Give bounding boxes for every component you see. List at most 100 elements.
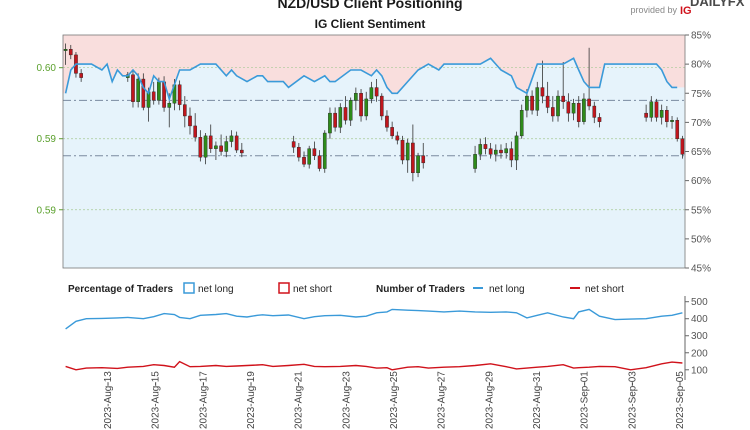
- candle-down: [151, 91, 156, 101]
- brand-wordmark: DAILYFX: [690, 0, 745, 9]
- trader-count-axis: 500 400 300 200 100: [684, 296, 708, 380]
- candle-down: [665, 110, 669, 122]
- date-tick-label: 2023-Aug-17: [198, 371, 209, 429]
- candle-up: [659, 110, 664, 118]
- candle-down: [374, 87, 379, 97]
- candle-up: [354, 93, 358, 101]
- candle-down: [79, 73, 83, 78]
- candle-up: [494, 149, 498, 155]
- candle-down: [592, 105, 597, 118]
- candle-down: [297, 147, 301, 158]
- pct-tick-label: 60%: [691, 176, 711, 187]
- candle-up: [670, 120, 674, 122]
- candle-down: [141, 78, 146, 108]
- candle-down: [509, 148, 514, 161]
- candle-up: [369, 87, 374, 100]
- candle-down: [240, 149, 244, 154]
- net-long-area: [63, 58, 685, 268]
- legend-percentage-title: Percentage of Traders: [68, 284, 173, 295]
- candle-down: [654, 101, 659, 118]
- legend-net-long-swatch: [183, 282, 195, 294]
- candle-up: [328, 112, 332, 134]
- candle-down: [198, 137, 203, 158]
- date-tick-label: 2023-Aug-29: [484, 371, 495, 429]
- legend-net-short-pct: net short: [293, 284, 332, 295]
- trader-count-plot: 500 400 300 200 100: [65, 296, 708, 380]
- candle-down: [597, 117, 602, 122]
- candle-down: [680, 138, 685, 155]
- price-tick-label: 0.59: [37, 134, 57, 145]
- candle-up: [535, 87, 540, 111]
- candle-down: [385, 115, 389, 128]
- candle-down: [411, 142, 415, 174]
- pct-tick-label: 65%: [691, 147, 711, 158]
- candle-down: [421, 155, 426, 164]
- candle-down: [333, 112, 337, 128]
- candle-up: [322, 132, 327, 169]
- date-tick-label: 2023-Sep-05: [675, 371, 686, 429]
- provided-by-text: provided by: [630, 5, 677, 15]
- date-tick-label: 2023-Aug-19: [246, 371, 257, 429]
- candle-down: [540, 87, 545, 97]
- candle-down: [644, 112, 648, 118]
- percentage-axis: 85% 80% 75% 70% 65% 60% 55% 50% 45%: [685, 31, 711, 275]
- candle-down: [234, 135, 239, 151]
- pct-tick-label: 85%: [691, 31, 711, 42]
- candle-down: [561, 95, 565, 102]
- pct-tick-label: 75%: [691, 89, 711, 100]
- net-long-count-line: [65, 308, 683, 330]
- date-tick-label: 2023-Aug-23: [341, 371, 352, 429]
- date-tick-label: 2023-Aug-25: [389, 371, 400, 429]
- candle-down: [587, 98, 591, 107]
- reference-lines: [63, 99, 685, 157]
- legend-net-long-pct: net long: [198, 284, 234, 295]
- candle-up: [649, 101, 654, 118]
- candle-up: [478, 144, 483, 155]
- date-tick-label: 2023-Sep-03: [627, 371, 638, 429]
- candle-up: [157, 81, 161, 101]
- chart-title: NZD/USD Client Positioning: [277, 0, 462, 11]
- candle-down: [183, 104, 187, 117]
- net-long-percentage-line: [64, 57, 678, 102]
- candle-up: [338, 107, 343, 128]
- pct-tick-label: 55%: [691, 205, 711, 216]
- plot-frame: [62, 34, 686, 269]
- price-tick-label: 0.59: [37, 205, 57, 216]
- chart-subtitle: IG Client Sentiment: [315, 17, 426, 31]
- candle-up: [582, 98, 586, 122]
- legend-number-title: Number of Traders: [376, 284, 465, 295]
- pct-tick-label: 70%: [691, 118, 711, 129]
- pct-tick-label: 50%: [691, 234, 711, 245]
- candle-down: [131, 74, 135, 102]
- candle-up: [167, 102, 172, 108]
- candle-down: [359, 93, 363, 117]
- candle-up: [504, 148, 508, 154]
- candle-down: [576, 102, 581, 122]
- candle-up: [416, 155, 420, 174]
- candle-down: [193, 125, 197, 138]
- candle-down: [188, 115, 192, 127]
- count-tick-label: 500: [691, 297, 708, 308]
- candle-up: [571, 102, 576, 114]
- legend-net-short-count: net short: [585, 284, 624, 295]
- date-tick-label: 2023-Sep-01: [580, 371, 591, 429]
- ig-logo: IG: [680, 5, 692, 17]
- candle-down: [530, 95, 534, 111]
- date-tick-label: 2023-Aug-27: [437, 371, 448, 429]
- candle-up: [514, 135, 519, 161]
- count-tick-label: 200: [691, 348, 708, 359]
- candle-down: [499, 149, 503, 154]
- count-tick-label: 300: [691, 331, 708, 342]
- candle-down: [400, 139, 405, 161]
- candle-down: [302, 156, 306, 165]
- count-tick-label: 400: [691, 314, 708, 325]
- candle-down: [291, 141, 296, 148]
- price-tick-label: 0.60: [37, 63, 57, 74]
- candle-down: [317, 155, 322, 169]
- candle-up: [556, 95, 560, 117]
- candle-down: [343, 107, 348, 121]
- candle-up: [525, 95, 529, 111]
- candle-up: [405, 142, 410, 161]
- candle-down: [395, 135, 400, 141]
